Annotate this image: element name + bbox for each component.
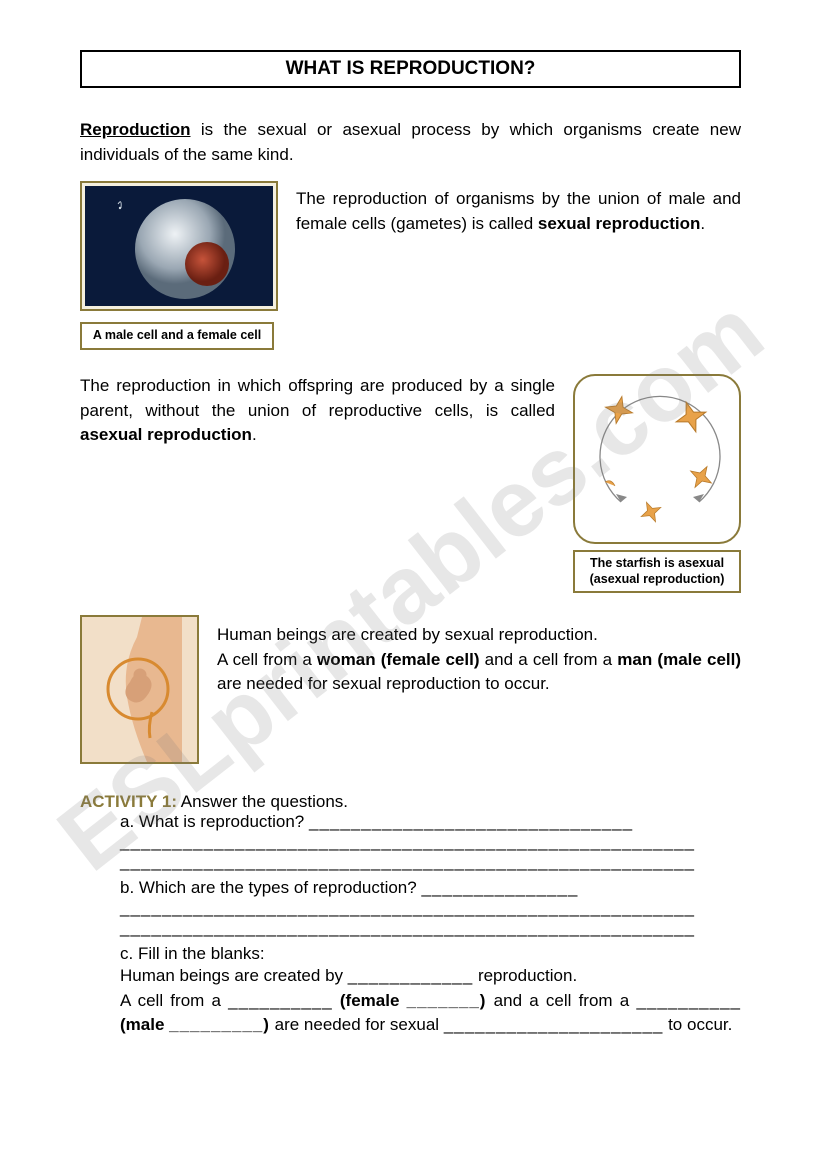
human-paragraph: Human beings are created by sexual repro… bbox=[217, 623, 741, 697]
page-title: WHAT IS REPRODUCTION? bbox=[80, 50, 741, 88]
question-b: b. Which are the types of reproduction? … bbox=[120, 878, 741, 898]
c-l2-post2: to occur. bbox=[663, 1015, 732, 1034]
question-c-label: c. Fill in the blanks: bbox=[120, 944, 741, 964]
star-caption-l1: The starfish is asexual bbox=[590, 556, 724, 570]
intro-paragraph: Reproduction is the sexual or asexual pr… bbox=[80, 118, 741, 167]
human-l2-pre: A cell from a bbox=[217, 650, 317, 669]
qb-blank[interactable]: _______________ bbox=[421, 878, 578, 897]
human-l2-b2: man (male cell) bbox=[617, 650, 741, 669]
qb-line3[interactable]: ________________________________________… bbox=[120, 918, 741, 938]
c-l1-post: reproduction. bbox=[473, 966, 577, 985]
starfish-caption: The starfish is asexual (asexual reprodu… bbox=[573, 550, 741, 593]
human-l2-post: are needed for sexual reproduction to oc… bbox=[217, 674, 550, 693]
qb-line2[interactable]: ________________________________________… bbox=[120, 898, 741, 918]
asexual-post: . bbox=[252, 425, 257, 444]
question-a: a. What is reproduction? _______________… bbox=[120, 812, 741, 832]
activity-head-rest: Answer the questions. bbox=[177, 792, 348, 811]
title-text: WHAT IS REPRODUCTION? bbox=[286, 58, 536, 79]
qa-line3[interactable]: ________________________________________… bbox=[120, 852, 741, 872]
c-l2-pre: A cell from a bbox=[120, 991, 228, 1010]
sexual-row: A male cell and a female cell The reprod… bbox=[80, 181, 741, 350]
c-l2-mid: and a cell from a bbox=[486, 991, 636, 1010]
sexual-post: . bbox=[700, 214, 705, 233]
human-row: Human beings are created by sexual repro… bbox=[80, 615, 741, 764]
c-l2-p2b[interactable]: _________) bbox=[169, 1015, 270, 1034]
c-l2-b3[interactable]: _____________________ bbox=[444, 1015, 664, 1034]
asexual-pre: The reproduction in which offspring are … bbox=[80, 376, 555, 420]
c-l2-b2[interactable]: __________ bbox=[636, 991, 741, 1010]
starfish-figure-block: The starfish is asexual (asexual reprodu… bbox=[573, 374, 741, 593]
egg-figure bbox=[80, 181, 278, 311]
activity-questions: a. What is reproduction? _______________… bbox=[80, 812, 741, 1038]
starfish-image bbox=[581, 382, 737, 540]
activity-header: ACTIVITY 1: Answer the questions. bbox=[80, 792, 741, 812]
human-l2-mid: and a cell from a bbox=[480, 650, 618, 669]
c-l2-post1: are needed for sexual bbox=[270, 1015, 444, 1034]
pregnancy-figure bbox=[80, 615, 199, 764]
c-l1-blank[interactable]: ____________ bbox=[348, 966, 473, 985]
qa-label: a. What is reproduction? bbox=[120, 812, 309, 831]
sexual-bold: sexual reproduction bbox=[538, 214, 700, 233]
pregnancy-image bbox=[82, 617, 197, 762]
activity-head-label: ACTIVITY 1: bbox=[80, 792, 177, 811]
qa-blank[interactable]: _______________________________ bbox=[309, 812, 633, 831]
c-l2-b1[interactable]: __________ bbox=[228, 991, 333, 1010]
question-c-body: Human beings are created by ____________… bbox=[120, 964, 741, 1038]
c-l2-p1a: (female bbox=[333, 991, 407, 1010]
c-l1-pre: Human beings are created by bbox=[120, 966, 348, 985]
egg-cell-image bbox=[85, 186, 273, 306]
asexual-paragraph: The reproduction in which offspring are … bbox=[80, 374, 555, 448]
egg-caption: A male cell and a female cell bbox=[80, 322, 274, 350]
qa-line2[interactable]: ________________________________________… bbox=[120, 832, 741, 852]
qb-label: b. Which are the types of reproduction? bbox=[120, 878, 421, 897]
human-l2-b1: woman (female cell) bbox=[317, 650, 479, 669]
activity-block: ACTIVITY 1: Answer the questions. a. Wha… bbox=[80, 792, 741, 1038]
egg-caption-text: A male cell and a female cell bbox=[93, 328, 261, 342]
egg-figure-block: A male cell and a female cell bbox=[80, 181, 278, 350]
human-l1: Human beings are created by sexual repro… bbox=[217, 625, 598, 644]
starfish-figure bbox=[573, 374, 741, 544]
asexual-bold: asexual reproduction bbox=[80, 425, 252, 444]
asexual-row: The reproduction in which offspring are … bbox=[80, 374, 741, 593]
c-l2-p1b[interactable]: _______) bbox=[407, 991, 487, 1010]
intro-lead: Reproduction bbox=[80, 120, 191, 139]
c-l2-p2a: (male bbox=[120, 1015, 169, 1034]
star-caption-l2: (asexual reproduction) bbox=[590, 572, 725, 586]
sexual-paragraph: The reproduction of organisms by the uni… bbox=[296, 187, 741, 236]
